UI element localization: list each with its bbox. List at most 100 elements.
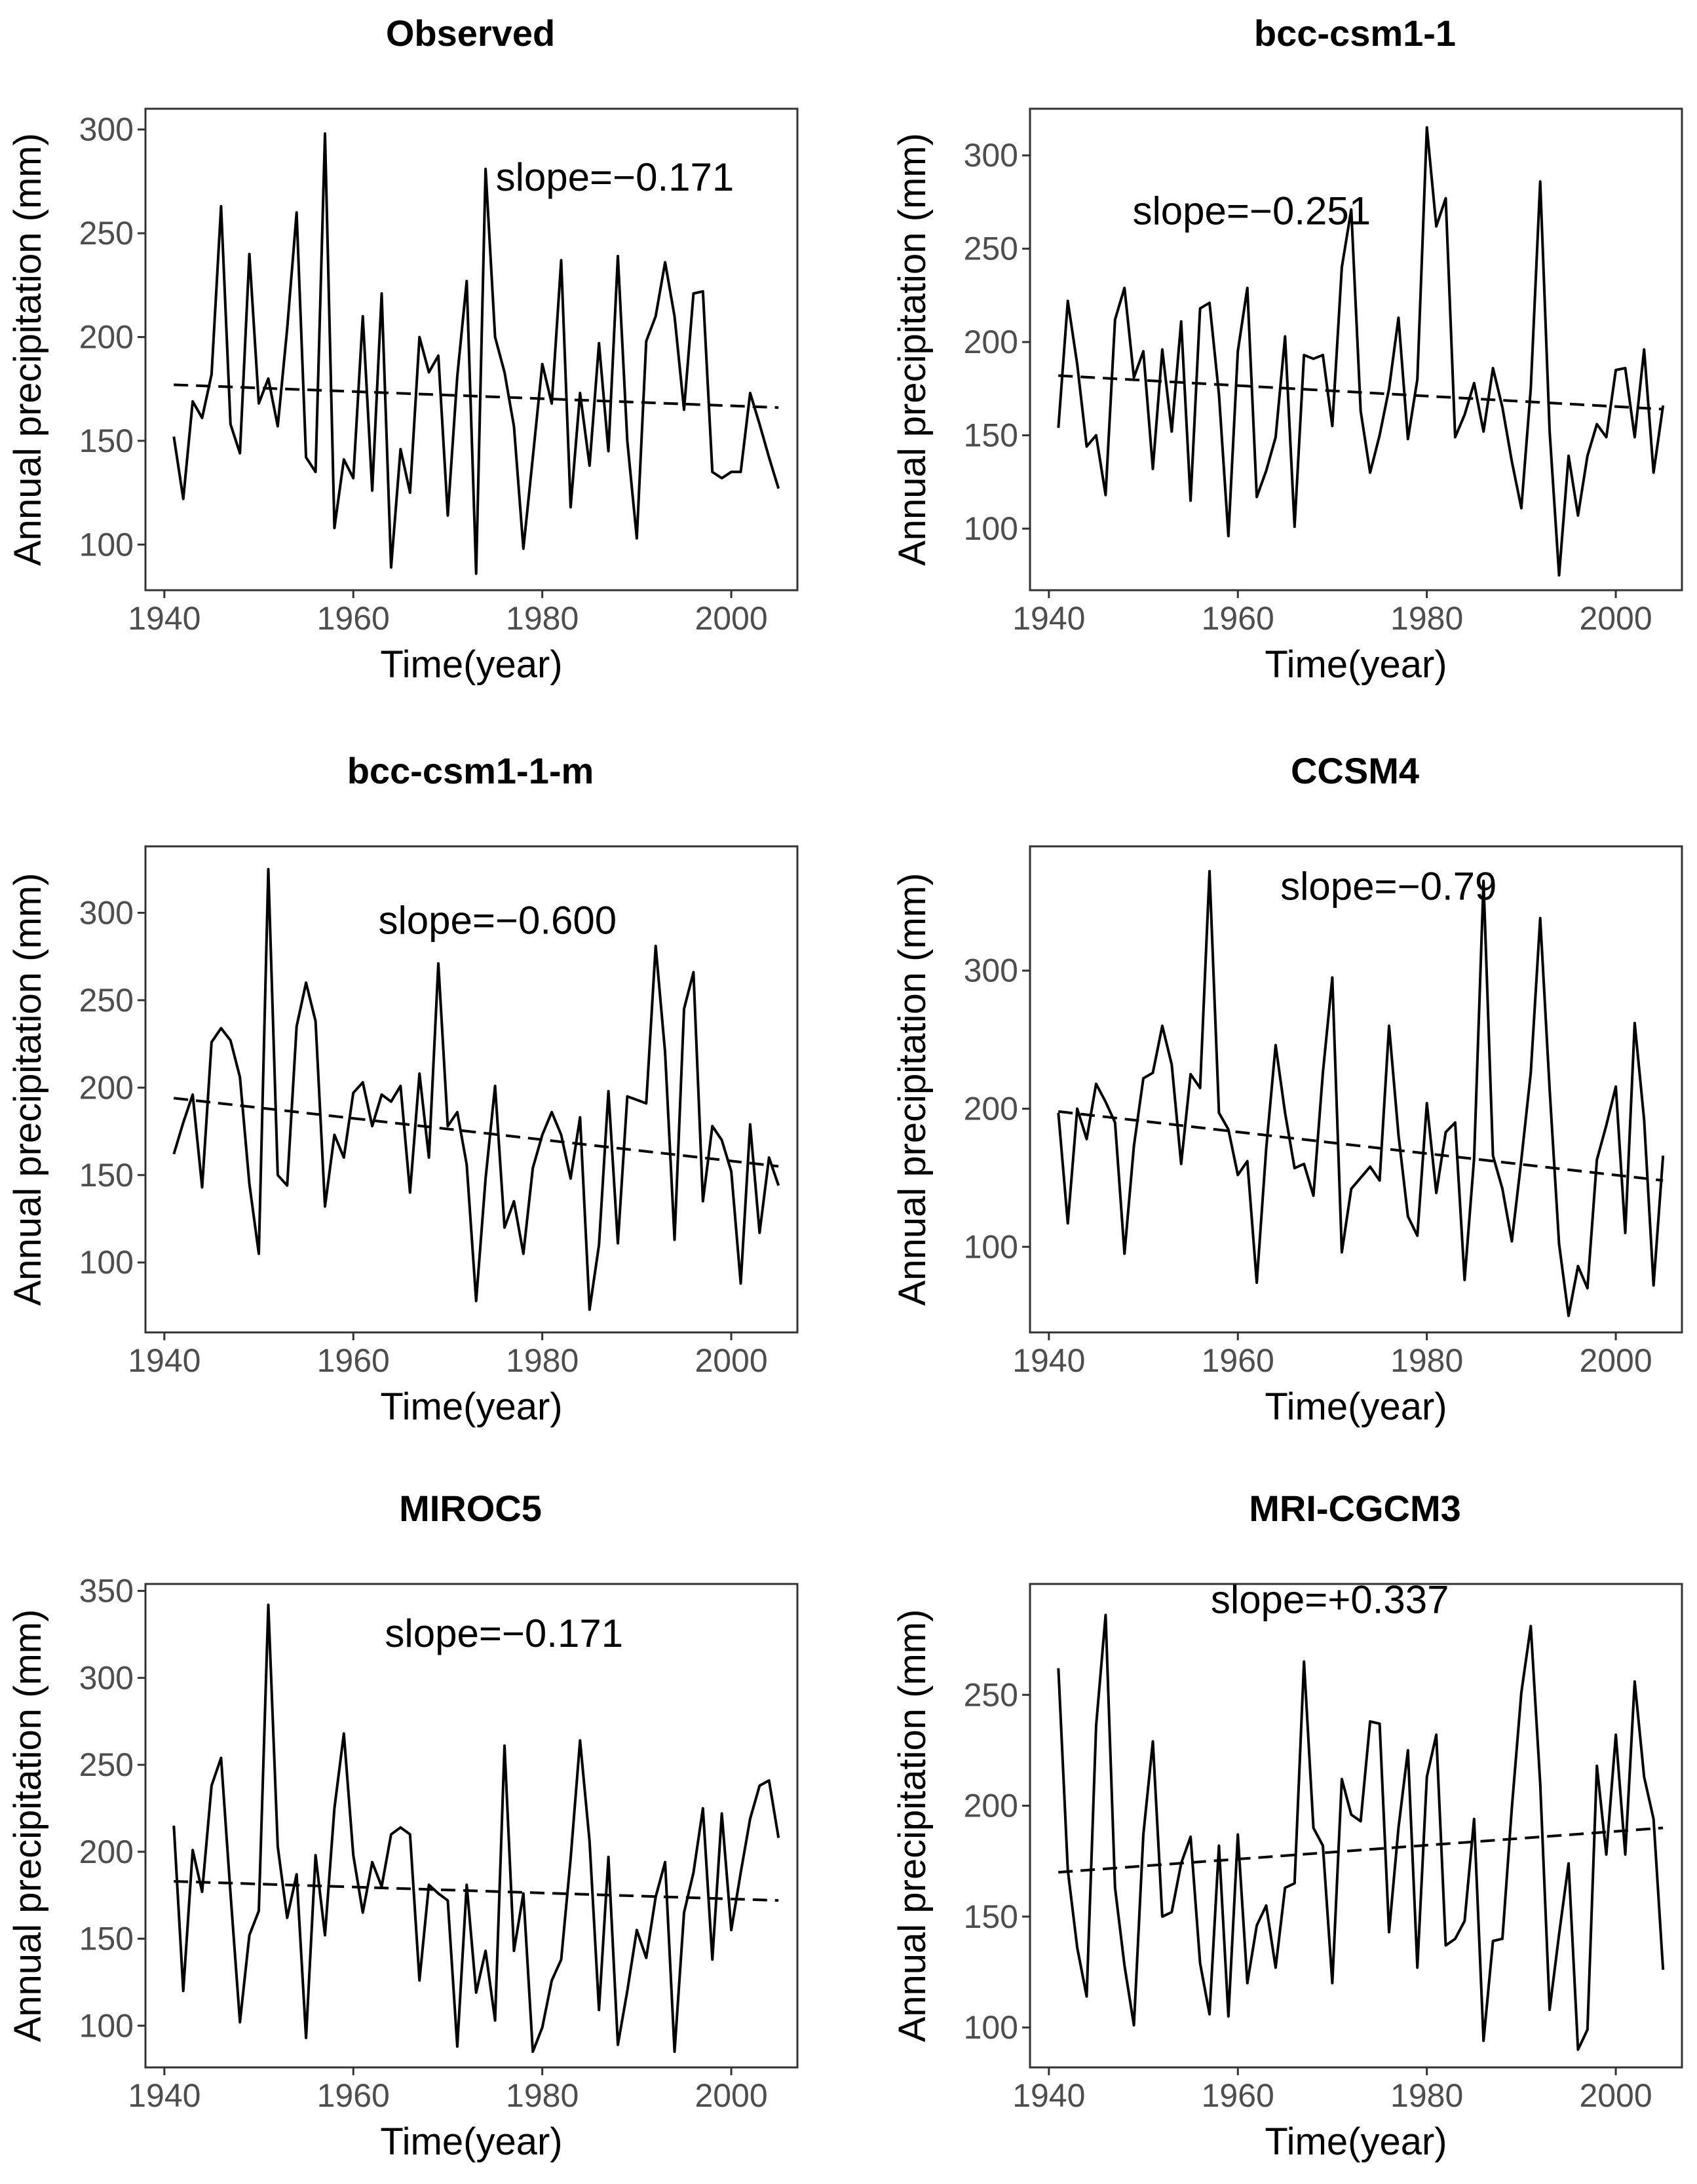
slope-annotation: slope=+0.337 bbox=[1211, 1577, 1449, 1621]
x-axis-label: Time(year) bbox=[380, 1385, 562, 1428]
x-tick-label: 1940 bbox=[1012, 2077, 1085, 2114]
x-tick-label: 1980 bbox=[506, 2077, 579, 2114]
series-line bbox=[172, 867, 780, 1311]
series-line bbox=[172, 1603, 780, 2054]
y-tick-label: 250 bbox=[79, 982, 134, 1019]
x-tick-label: 2000 bbox=[695, 600, 767, 637]
y-tick-label: 150 bbox=[964, 1898, 1018, 1935]
y-tick-label: 100 bbox=[964, 1228, 1018, 1265]
x-tick-label: 1980 bbox=[506, 1342, 579, 1379]
x-tick-label: 2000 bbox=[695, 2077, 767, 2114]
y-axis-label: Annual precipitation (mm) bbox=[7, 1610, 49, 2043]
y-tick-label: 250 bbox=[964, 1676, 1018, 1713]
y-tick-label: 350 bbox=[79, 1573, 134, 1610]
x-tick-label: 1940 bbox=[1012, 1342, 1085, 1379]
slope-annotation: slope=−0.171 bbox=[496, 155, 734, 199]
y-tick-label: 250 bbox=[79, 215, 134, 252]
chart-title: MRI-CGCM3 bbox=[1249, 1488, 1461, 1529]
y-tick-label: 300 bbox=[79, 894, 134, 931]
y-axis-label: Annual precipitation (mm) bbox=[7, 873, 49, 1306]
x-tick-label: 1980 bbox=[1390, 2077, 1463, 2114]
series-line bbox=[1057, 869, 1665, 1317]
plot-frame bbox=[1029, 1583, 1683, 2069]
y-tick-label: 100 bbox=[964, 2009, 1018, 2046]
y-tick-label: 250 bbox=[79, 1746, 134, 1783]
x-axis-label: Time(year) bbox=[1265, 2120, 1447, 2163]
plot-frame bbox=[144, 845, 799, 1334]
chart-title: Observed bbox=[386, 12, 555, 54]
y-axis-label: Annual precipitation (mm) bbox=[891, 1610, 934, 2043]
y-tick-label: 200 bbox=[964, 1788, 1018, 1824]
y-tick-label: 300 bbox=[79, 1659, 134, 1696]
y-tick-label: 100 bbox=[79, 2007, 134, 2044]
y-axis-label: Annual precipitation (mm) bbox=[7, 133, 49, 566]
x-tick-label: 1960 bbox=[1202, 2077, 1274, 2114]
x-tick-label: 1940 bbox=[128, 600, 200, 637]
x-tick-label: 1980 bbox=[1390, 600, 1463, 637]
x-tick-label: 1960 bbox=[317, 1342, 390, 1379]
x-tick-label: 1980 bbox=[506, 600, 579, 637]
y-tick-label: 100 bbox=[79, 526, 134, 563]
y-tick-label: 200 bbox=[964, 1091, 1018, 1127]
chart-panel-5: MIROC5 1940 1960 1980 2000 100 150 200 250 300 350… bbox=[7, 1488, 799, 2163]
x-tick-label: 2000 bbox=[1579, 2077, 1652, 2114]
plot-frame bbox=[144, 107, 799, 592]
x-axis-label: Time(year) bbox=[1265, 1385, 1447, 1428]
trend-line bbox=[1058, 1110, 1664, 1182]
trend-line bbox=[174, 1879, 779, 1902]
y-tick-label: 150 bbox=[79, 1157, 134, 1194]
series-line bbox=[172, 132, 780, 575]
y-tick-label: 200 bbox=[79, 1069, 134, 1106]
x-tick-label: 1960 bbox=[1202, 600, 1274, 637]
x-axis-label: Time(year) bbox=[1265, 643, 1447, 686]
y-tick-label: 300 bbox=[964, 952, 1018, 989]
x-tick-label: 2000 bbox=[1579, 600, 1652, 637]
x-axis-label: Time(year) bbox=[380, 643, 562, 686]
slope-annotation: slope=−0.251 bbox=[1132, 189, 1371, 233]
trend-line bbox=[174, 1097, 779, 1168]
slope-annotation: slope=−0.79 bbox=[1280, 865, 1497, 909]
x-tick-label: 1940 bbox=[1012, 600, 1085, 637]
y-tick-label: 200 bbox=[79, 1834, 134, 1870]
trend-line bbox=[174, 383, 779, 409]
plot-frame bbox=[1029, 107, 1683, 592]
trend-line bbox=[1058, 374, 1664, 411]
series-line bbox=[1057, 126, 1665, 577]
y-tick-label: 150 bbox=[964, 417, 1018, 454]
x-tick-label: 1980 bbox=[1390, 1342, 1463, 1379]
slope-annotation: slope=−0.171 bbox=[385, 1611, 623, 1655]
x-tick-label: 1960 bbox=[317, 2077, 390, 2114]
y-tick-label: 200 bbox=[964, 324, 1018, 360]
x-tick-label: 1960 bbox=[317, 600, 390, 637]
chart-title: bcc-csm1-1-m bbox=[347, 750, 594, 791]
y-tick-label: 300 bbox=[964, 137, 1018, 174]
y-tick-label: 100 bbox=[964, 510, 1018, 547]
y-tick-label: 100 bbox=[79, 1244, 134, 1281]
chart-panel-3: bcc-csm1-1-m 1940 1960 1980 2000 100 150 200 250… bbox=[7, 750, 799, 1428]
trend-line bbox=[1058, 1826, 1664, 1874]
plot-frame bbox=[1029, 845, 1683, 1334]
chart-panel-1: Observed 1940 1960 1980 2000 100 150 200 250 300 T… bbox=[7, 12, 799, 686]
y-axis-label: Annual precipitation (mm) bbox=[891, 133, 934, 566]
x-tick-label: 2000 bbox=[695, 1342, 767, 1379]
x-tick-label: 1940 bbox=[128, 2077, 200, 2114]
y-axis-label: Annual precipitation (mm) bbox=[891, 873, 934, 1306]
y-tick-label: 200 bbox=[79, 318, 134, 355]
chart-panel-6: MRI-CGCM3 1940 1960 1980 2000 100 150 200 250 Tim… bbox=[891, 1488, 1683, 2163]
chart-panel-4: CCSM4 1940 1960 1980 2000 100 200 300 Time(year)… bbox=[891, 750, 1683, 1428]
chart-panel-2: bcc-csm1-1 1940 1960 1980 2000 100 150 200 250 30… bbox=[891, 12, 1683, 686]
chart-title: MIROC5 bbox=[399, 1488, 542, 1529]
series-line bbox=[1057, 1613, 1665, 2051]
x-axis-label: Time(year) bbox=[380, 2120, 562, 2163]
y-tick-label: 300 bbox=[79, 111, 134, 148]
y-tick-label: 250 bbox=[964, 231, 1018, 267]
x-tick-label: 1960 bbox=[1202, 1342, 1274, 1379]
chart-title: bcc-csm1-1 bbox=[1254, 12, 1456, 54]
y-tick-label: 150 bbox=[79, 1921, 134, 1957]
x-tick-label: 2000 bbox=[1579, 1342, 1652, 1379]
chart-title: CCSM4 bbox=[1291, 750, 1419, 791]
y-tick-label: 150 bbox=[79, 423, 134, 459]
x-tick-label: 1940 bbox=[128, 1342, 200, 1379]
slope-annotation: slope=−0.600 bbox=[378, 899, 617, 943]
